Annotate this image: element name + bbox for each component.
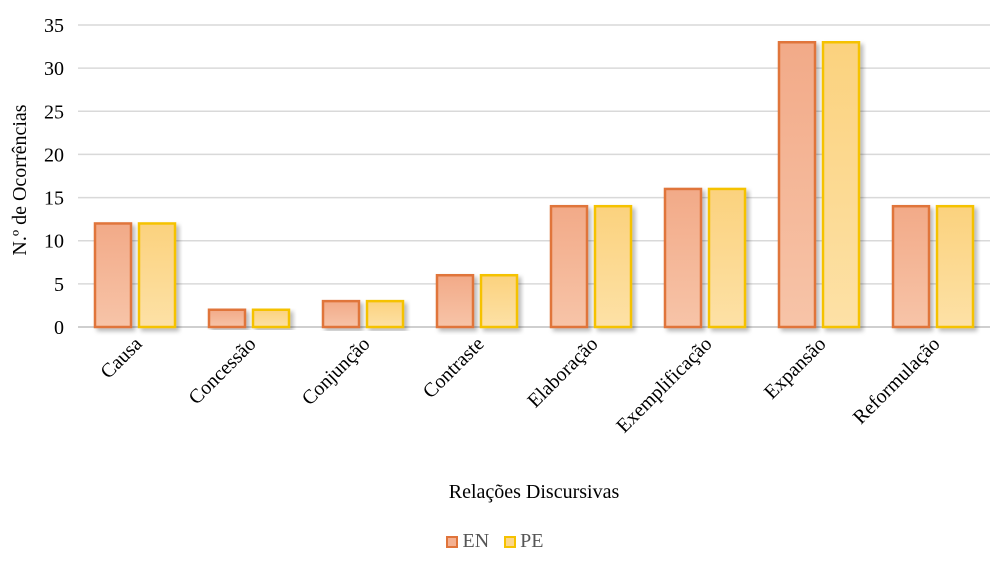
bar-en-4 — [549, 204, 589, 329]
bar-pe-2 — [365, 299, 405, 329]
legend-label-en: EN — [462, 530, 490, 552]
x-axis-ticks: Causa Concessão Conjunção Contraste Elaboraç… — [96, 333, 944, 437]
y-axis-label: N.º de Ocorrências — [9, 104, 31, 255]
x-tick-label: Conjunção — [298, 333, 375, 410]
bar-en-1 — [207, 308, 247, 329]
bar-en-5 — [663, 187, 703, 329]
y-tick-label: 20 — [44, 144, 64, 166]
y-tick-label: 25 — [44, 101, 64, 123]
legend-item-en: EN — [446, 530, 489, 553]
legend-label-pe: PE — [520, 530, 544, 552]
bar-pe-1 — [251, 308, 291, 329]
bar-pe-7 — [935, 204, 975, 329]
bar-pe-6 — [821, 41, 861, 329]
legend: EN PE — [0, 530, 990, 554]
bar-pe-4 — [593, 204, 633, 329]
bar-pe-0 — [137, 222, 177, 329]
x-tick-label: Causa — [96, 333, 146, 383]
bar-en-0 — [93, 222, 133, 329]
bar-en-3 — [435, 273, 475, 329]
y-tick-label: 10 — [44, 231, 64, 253]
x-tick-label: Concessão — [184, 333, 260, 409]
y-tick-label: 30 — [44, 58, 64, 80]
y-tick-label: 0 — [54, 317, 64, 339]
x-tick-label: Expansão — [760, 333, 831, 404]
y-tick-label: 35 — [44, 15, 64, 37]
legend-swatch-pe — [504, 535, 517, 548]
grid-lines — [78, 24, 990, 328]
bar-pe-3 — [479, 273, 519, 329]
x-tick-label: Reformulação — [849, 333, 945, 429]
legend-item-pe: PE — [504, 530, 544, 553]
y-axis-ticks: 0 5 10 15 20 25 30 35 — [44, 15, 64, 339]
y-tick-label: 15 — [44, 188, 64, 210]
x-tick-label: Exemplificação — [612, 333, 716, 437]
bar-pe-5 — [707, 187, 747, 329]
bar-en-7 — [891, 204, 931, 329]
bars — [93, 41, 975, 329]
x-axis-label: Relações Discursivas — [449, 481, 620, 503]
x-tick-label: Contraste — [419, 333, 489, 403]
x-tick-label: Elaboração — [523, 333, 602, 412]
bar-en-6 — [777, 41, 817, 329]
legend-swatch-en — [446, 535, 459, 548]
bar-chart: 0 5 10 15 20 25 30 35 Causa Concessão Conjunção Co… — [9, 15, 990, 503]
y-tick-label: 5 — [54, 274, 64, 296]
bar-en-2 — [321, 299, 361, 329]
